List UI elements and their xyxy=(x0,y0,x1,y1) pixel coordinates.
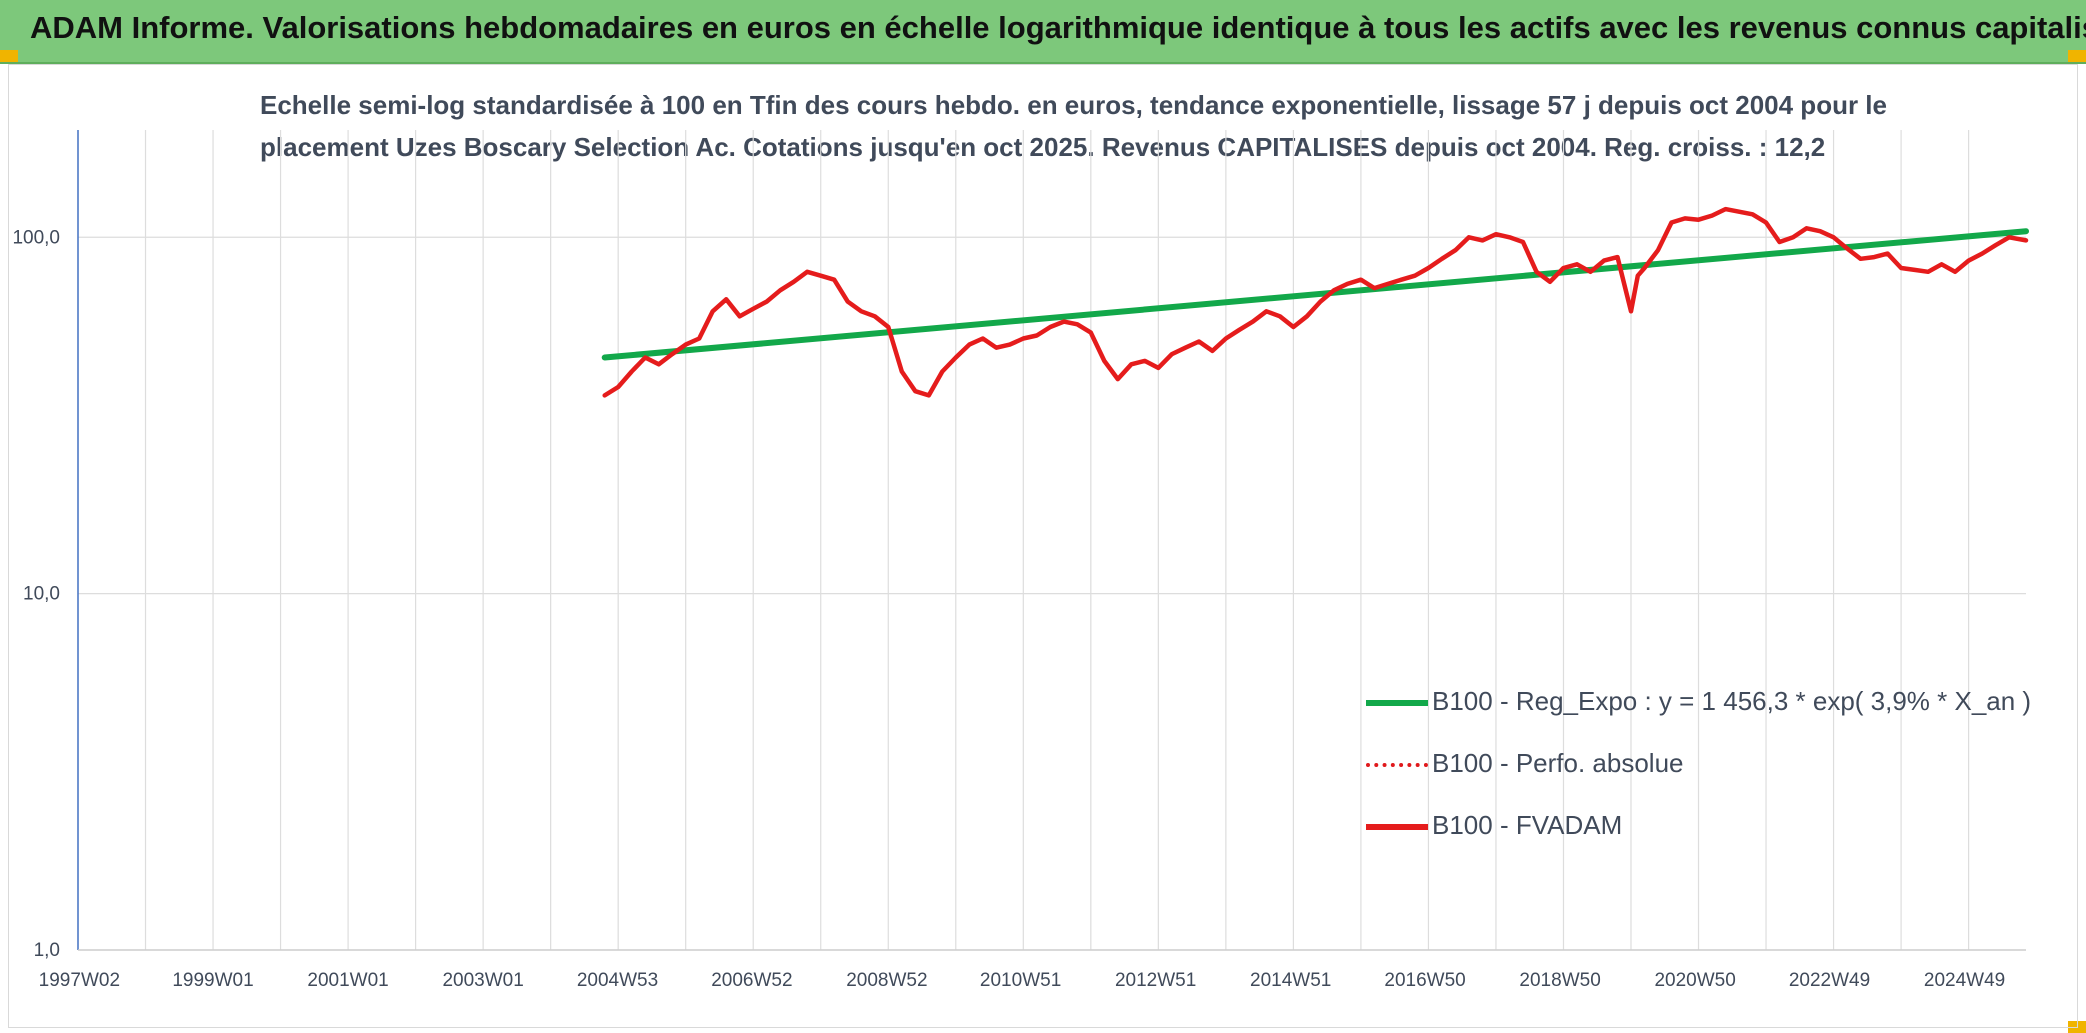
chart-title-line-2: placement Uzes Boscary Selection Ac. Cot… xyxy=(260,132,1826,162)
legend-item-fvadam: B100 - FVADAM xyxy=(1366,810,2056,846)
corner-mark-top-right xyxy=(2068,50,2086,62)
legend-label-perfo-absolue: B100 - Perfo. absolue xyxy=(1432,748,1684,778)
legend-item-perfo-absolue: B100 - Perfo. absolue xyxy=(1366,748,2056,784)
x-tick-label: 2022W49 xyxy=(1789,970,1870,991)
legend-swatch-regression xyxy=(1366,700,1428,706)
tick-label-layer: 100,0 10,0 1,0 1997W02 1999W01 2001W01 2003W01… xyxy=(12,227,2005,991)
x-tick-label: 2014W51 xyxy=(1250,970,1331,991)
report-title: ADAM Informe. Valorisations hebdomadaire… xyxy=(30,10,2086,45)
x-tick-label: 2008W52 xyxy=(846,970,927,991)
x-tick-label: 2001W01 xyxy=(307,970,388,991)
x-tick-label: 2006W52 xyxy=(711,970,792,991)
legend-label-regression: B100 - Reg_Expo : y = 1 456,3 * exp( 3,9… xyxy=(1432,686,2032,716)
x-tick-label: 2004W53 xyxy=(577,970,658,991)
x-tick-label: 2018W50 xyxy=(1519,970,1600,991)
legend-swatch-perfo-absolue xyxy=(1366,763,1428,767)
legend-item-regression: B100 - Reg_Expo : y = 1 456,3 * exp( 3,9… xyxy=(1366,686,2056,722)
y-tick-label: 10,0 xyxy=(23,584,60,605)
corner-mark-top-left xyxy=(0,50,18,62)
x-tick-label: 1999W01 xyxy=(172,970,253,991)
x-tick-label: 2010W51 xyxy=(980,970,1061,991)
x-tick-label: 2016W50 xyxy=(1384,970,1465,991)
chart-frame xyxy=(8,64,2078,1028)
series-layer xyxy=(601,206,2029,398)
y-tick-label: 100,0 xyxy=(12,227,60,248)
x-tick-label: 1997W02 xyxy=(39,970,120,991)
y-tick-label: 1,0 xyxy=(34,940,60,961)
legend-label-fvadam: B100 - FVADAM xyxy=(1432,810,1623,840)
series-line-regression xyxy=(601,228,2029,361)
x-tick-label: 2003W01 xyxy=(442,970,523,991)
report-header: ADAM Informe. Valorisations hebdomadaire… xyxy=(0,0,2086,64)
axis-layer xyxy=(77,130,2026,951)
legend-swatch-fvadam xyxy=(1366,824,1428,830)
chart-title-line-1: Echelle semi-log standardisée à 100 en T… xyxy=(260,90,1887,120)
series-line-fvadam xyxy=(602,206,2029,398)
chart-legend: B100 - Reg_Expo : y = 1 456,3 * exp( 3,9… xyxy=(1366,686,2056,866)
x-tick-label: 2024W49 xyxy=(1924,970,2005,991)
x-tick-label: 2012W51 xyxy=(1115,970,1196,991)
x-tick-label: 2020W50 xyxy=(1654,970,1735,991)
